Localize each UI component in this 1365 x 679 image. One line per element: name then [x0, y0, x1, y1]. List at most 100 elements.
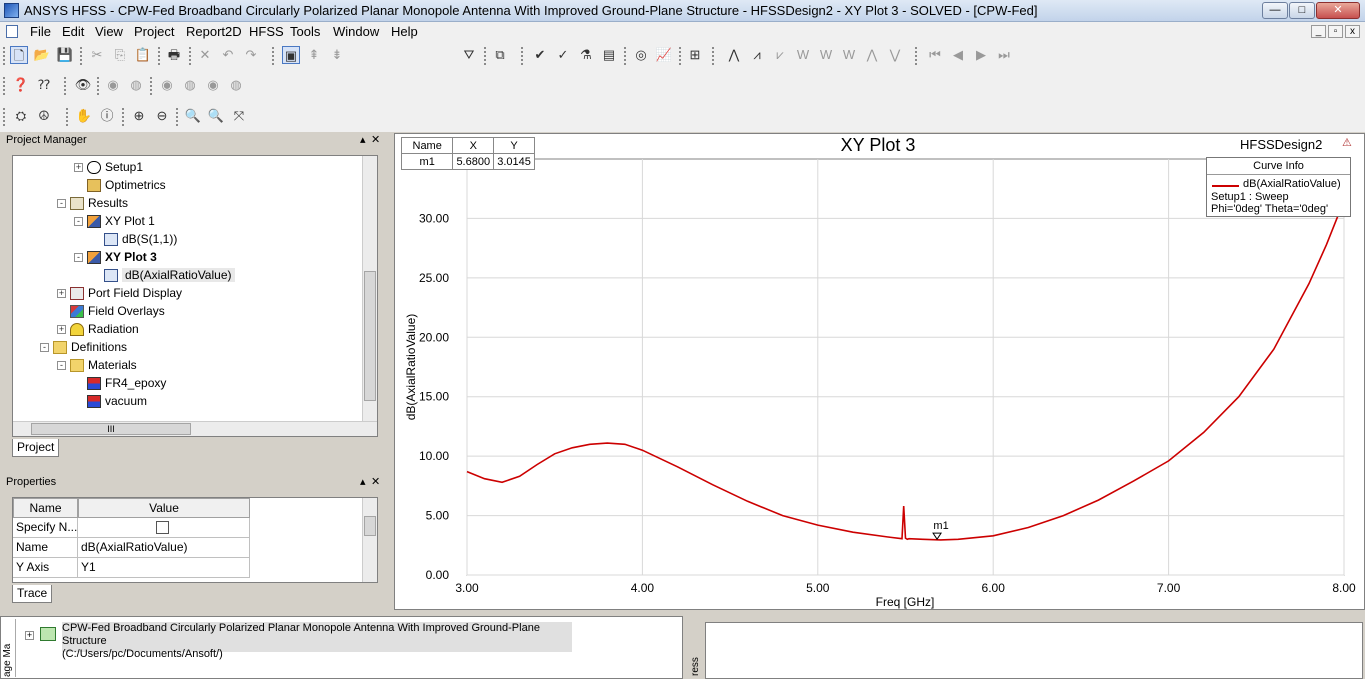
- undo-icon[interactable]: ↶: [222, 47, 234, 62]
- panel-close-icon[interactable]: ✕: [371, 134, 381, 146]
- select-object-icon[interactable]: ▣: [282, 46, 300, 64]
- tree-item[interactable]: dB(AxialRatioValue): [91, 266, 235, 284]
- marker-icon[interactable]: ⋀: [728, 47, 740, 62]
- model-icon[interactable]: ⛭: [15, 108, 27, 123]
- new-icon[interactable]: 🗋: [10, 46, 28, 64]
- menu-tools[interactable]: Tools: [290, 24, 321, 39]
- marker-next-icon[interactable]: W: [796, 47, 810, 62]
- show-selected-icon[interactable]: ◉: [207, 77, 219, 92]
- tree-item[interactable]: + Radiation: [57, 320, 139, 338]
- print-icon[interactable]: 🖶: [167, 47, 181, 62]
- quick-report-icon[interactable]: ⧉: [495, 47, 505, 62]
- pin-icon[interactable]: ▴: [360, 134, 366, 146]
- marker-prev-icon[interactable]: W: [819, 47, 833, 62]
- menu-project[interactable]: Project: [134, 24, 175, 39]
- zoom-fit-icon[interactable]: 🔍: [207, 108, 225, 123]
- message-project-entry[interactable]: CPW-Fed Broadband Circularly Polarized P…: [62, 622, 572, 660]
- pan-icon[interactable]: ✋: [75, 108, 93, 123]
- marker-min-icon[interactable]: ⩘: [753, 47, 761, 62]
- mdi-close-button[interactable]: x: [1345, 25, 1360, 38]
- hide-selected-icon[interactable]: ◍: [230, 77, 242, 92]
- tab-project[interactable]: Project: [12, 439, 60, 457]
- field-plot-icon[interactable]: ◎: [635, 47, 647, 62]
- filter-icon[interactable]: ⛛: [463, 47, 475, 62]
- save-icon[interactable]: 💾: [56, 47, 74, 62]
- menu-view[interactable]: View: [95, 24, 123, 39]
- tree-hscroll-thumb[interactable]: III: [31, 423, 191, 435]
- tree-item[interactable]: vacuum: [74, 392, 147, 410]
- collapse-icon[interactable]: -: [74, 253, 83, 263]
- menu-file[interactable]: File: [30, 24, 51, 39]
- property-value[interactable]: [78, 518, 250, 538]
- orient-icon[interactable]: ☮: [38, 108, 50, 123]
- curve-info-legend[interactable]: Curve Info dB(AxialRatioValue) Setup1 : …: [1206, 157, 1351, 217]
- tree-item[interactable]: FR4_epoxy: [74, 374, 166, 392]
- expand-icon[interactable]: +: [57, 288, 66, 299]
- show-icon[interactable]: ◉: [107, 77, 119, 92]
- marker-right-icon[interactable]: ⋁: [889, 47, 901, 62]
- show-all-icon[interactable]: ◉: [161, 77, 173, 92]
- expand-icon[interactable]: +: [57, 324, 66, 335]
- minimize-button[interactable]: —: [1262, 2, 1288, 19]
- panel-close-icon[interactable]: ✕: [371, 476, 381, 488]
- collapse-icon[interactable]: -: [40, 343, 49, 353]
- marker-max-icon[interactable]: ⩗: [776, 47, 784, 62]
- tree-item[interactable]: + Setup1: [74, 158, 143, 176]
- zoom-icon[interactable]: 🔍: [184, 108, 202, 123]
- maximize-button[interactable]: □: [1289, 2, 1315, 19]
- menu-report2d[interactable]: Report2D: [186, 24, 242, 39]
- message-expand-icon[interactable]: +: [25, 630, 34, 640]
- marker-left-icon[interactable]: ⋀: [866, 47, 878, 62]
- tree-vertical-scrollbar[interactable]: [362, 156, 377, 421]
- collapse-icon[interactable]: -: [57, 199, 66, 209]
- context-help-icon[interactable]: ⁇: [38, 77, 50, 92]
- tree-item[interactable]: - Definitions: [40, 338, 127, 356]
- expand-icon[interactable]: +: [74, 162, 83, 173]
- property-value[interactable]: Y1: [78, 558, 250, 578]
- mdi-minimize-button[interactable]: _: [1311, 25, 1326, 38]
- tree-item[interactable]: Optimetrics: [74, 176, 166, 194]
- hide-all-icon[interactable]: ◍: [184, 77, 196, 92]
- open-icon[interactable]: 📂: [33, 47, 51, 62]
- move-down-icon[interactable]: ⇟: [331, 47, 343, 62]
- menu-hfss[interactable]: HFSS: [249, 24, 284, 39]
- property-value[interactable]: dB(AxialRatioValue): [78, 538, 250, 558]
- zoom-in-icon[interactable]: ⊕: [133, 108, 145, 123]
- tree-item[interactable]: - XY Plot 1: [74, 212, 155, 230]
- move-up-icon[interactable]: ⇞: [308, 47, 320, 62]
- eye-icon[interactable]: 👁: [74, 77, 92, 92]
- collapse-icon[interactable]: -: [57, 361, 66, 371]
- menu-help[interactable]: Help: [391, 24, 418, 39]
- tree-horizontal-scrollbar[interactable]: III: [13, 421, 377, 436]
- tree-item[interactable]: Field Overlays: [57, 302, 165, 320]
- report-icon[interactable]: 📈: [655, 47, 673, 62]
- xy-plot-chart[interactable]: 3.00 4.00 5.00 6.00 7.00 8.00 0.00 5.00 10.00 15.…: [395, 134, 1364, 609]
- validate-icon[interactable]: ✔: [534, 47, 546, 62]
- traces-icon[interactable]: ⊞: [689, 47, 701, 62]
- properties-scrollbar[interactable]: [362, 498, 377, 582]
- pin-icon[interactable]: ▴: [360, 476, 366, 488]
- zoom-out-icon[interactable]: ⊖: [156, 108, 168, 123]
- delete-icon[interactable]: ✕: [199, 47, 211, 62]
- cut-icon[interactable]: ✂: [91, 47, 103, 62]
- redo-icon[interactable]: ↷: [245, 47, 257, 62]
- paste-icon[interactable]: 📋: [134, 47, 152, 62]
- collapse-icon[interactable]: -: [74, 217, 83, 227]
- play-icon[interactable]: ▶: [976, 47, 986, 62]
- tree-item[interactable]: - Materials: [57, 356, 137, 374]
- hide-icon[interactable]: ◍: [130, 77, 142, 92]
- analyze-icon[interactable]: ⚗: [580, 47, 592, 62]
- tree-scroll-thumb[interactable]: [364, 271, 376, 401]
- menu-window[interactable]: Window: [333, 24, 380, 39]
- close-button[interactable]: ✕: [1316, 2, 1360, 19]
- rewind-icon[interactable]: ⏮: [929, 47, 941, 62]
- specify-checkbox[interactable]: [156, 521, 169, 534]
- splitter[interactable]: [0, 610, 1365, 616]
- help-icon[interactable]: ❓: [12, 77, 30, 92]
- step-back-icon[interactable]: ◀: [953, 47, 963, 62]
- analyze-all-icon[interactable]: ✓: [557, 47, 569, 62]
- tree-item[interactable]: dB(S(1,1)): [91, 230, 177, 248]
- copy-icon[interactable]: ⎘: [114, 47, 126, 62]
- menu-edit[interactable]: Edit: [62, 24, 85, 39]
- info-icon[interactable]: ⓘ: [100, 108, 114, 123]
